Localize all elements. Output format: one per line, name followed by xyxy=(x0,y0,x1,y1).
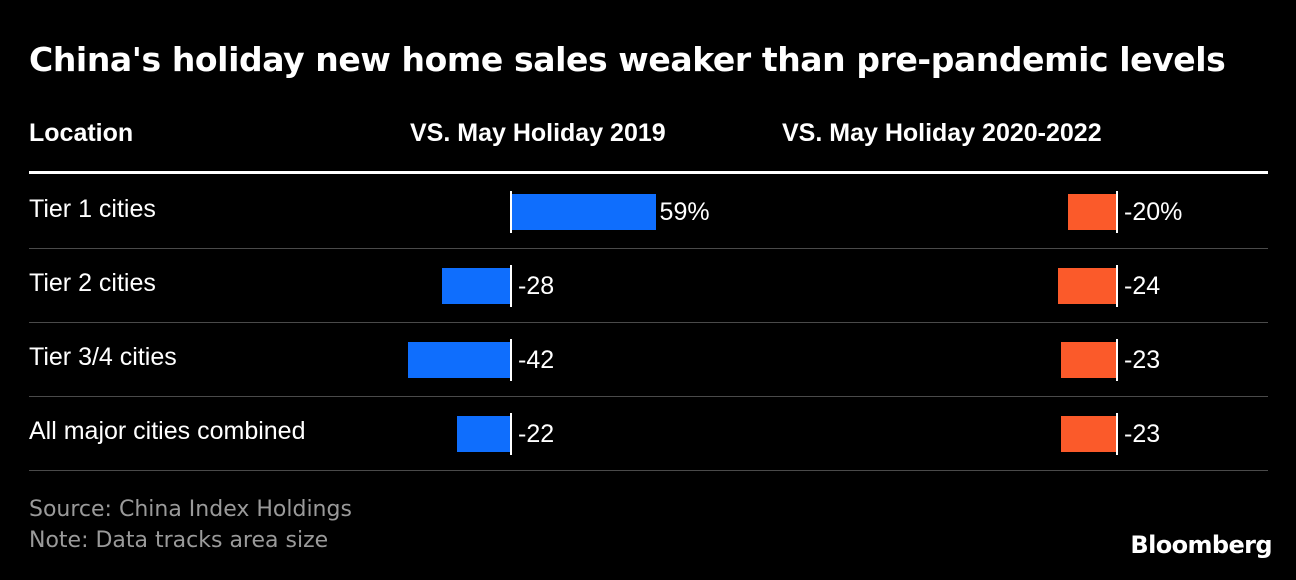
data-label: -24 xyxy=(1124,272,1161,300)
data-label: -22 xyxy=(518,420,555,448)
header-divider xyxy=(29,171,1268,174)
row-label: All major cities combined xyxy=(29,417,306,445)
bar-vs-2019 xyxy=(457,416,511,452)
data-label: -23 xyxy=(1124,346,1161,374)
bar-vs-2020-2022 xyxy=(1060,342,1117,378)
column-header-vs-2020-2022: VS. May Holiday 2020-2022 xyxy=(782,119,1102,147)
bar-vs-2020-2022 xyxy=(1060,416,1117,452)
bar-vs-2019 xyxy=(442,268,511,304)
row-divider xyxy=(29,248,1268,249)
source-note: Source: China Index Holdings xyxy=(29,497,352,522)
zero-axis-line xyxy=(510,191,512,233)
data-label: -42 xyxy=(518,346,555,374)
row-divider xyxy=(29,322,1268,323)
bar-vs-2020-2022 xyxy=(1058,268,1117,304)
bar-vs-2020-2022 xyxy=(1068,194,1117,230)
bar-vs-2019 xyxy=(408,342,511,378)
zero-axis-line xyxy=(1116,339,1118,381)
zero-axis-line xyxy=(510,265,512,307)
zero-axis-line xyxy=(1116,413,1118,455)
data-label: -20% xyxy=(1124,198,1183,226)
data-label: -28 xyxy=(518,272,555,300)
column-header-vs-2019: VS. May Holiday 2019 xyxy=(410,119,666,147)
row-label: Tier 3/4 cities xyxy=(29,343,177,371)
zero-axis-line xyxy=(510,339,512,381)
bloomberg-logo: Bloomberg xyxy=(1130,531,1272,559)
row-divider xyxy=(29,396,1268,397)
data-note: Note: Data tracks area size xyxy=(29,528,329,553)
zero-axis-line xyxy=(510,413,512,455)
bar-vs-2019 xyxy=(511,194,656,230)
column-header-location: Location xyxy=(29,119,134,147)
row-label: Tier 2 cities xyxy=(29,269,156,297)
chart-title: China's holiday new home sales weaker th… xyxy=(29,40,1226,79)
zero-axis-line xyxy=(1116,265,1118,307)
data-label: -23 xyxy=(1124,420,1161,448)
data-label: 59% xyxy=(659,198,710,226)
row-divider xyxy=(29,470,1268,471)
row-label: Tier 1 cities xyxy=(29,195,156,223)
zero-axis-line xyxy=(1116,191,1118,233)
